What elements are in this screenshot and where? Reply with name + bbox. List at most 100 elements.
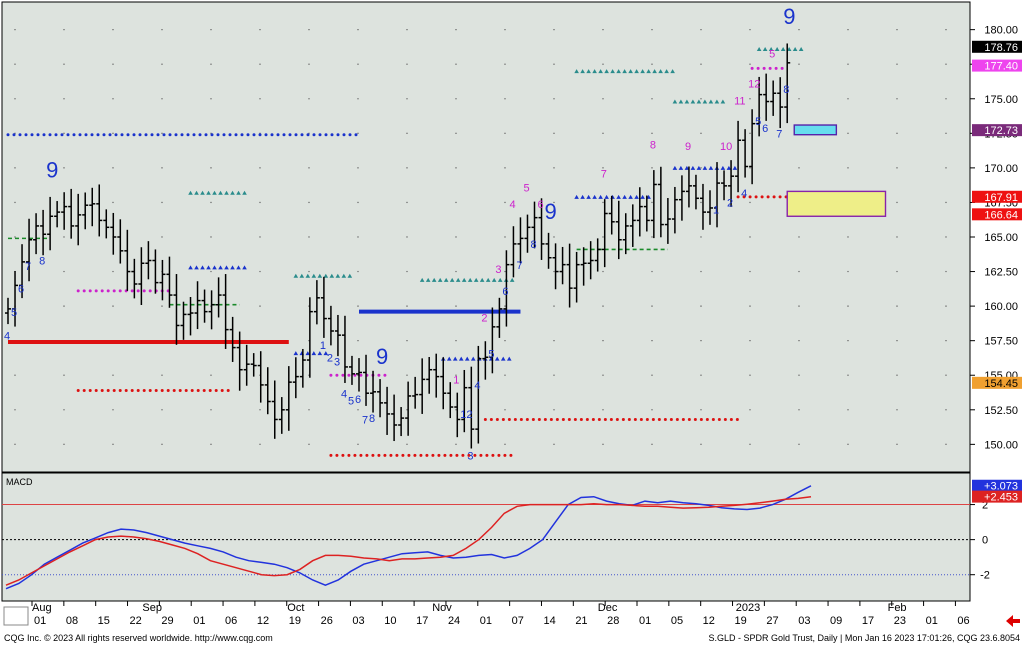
count-label: 4	[509, 199, 515, 211]
price-tag-label: 177.40	[984, 61, 1018, 73]
grid-dot	[553, 201, 555, 204]
grid-dot	[406, 167, 408, 169]
level-dot	[419, 453, 423, 457]
price-bar	[313, 280, 320, 325]
price-bar	[426, 356, 433, 394]
grid-dot	[161, 167, 163, 169]
level-triangle	[230, 265, 235, 270]
level-triangle	[449, 277, 455, 282]
level-triangle	[317, 273, 323, 278]
grid-dot	[749, 167, 751, 169]
grid-dot	[749, 132, 751, 135]
level-dot	[669, 417, 673, 421]
level-triangle	[218, 265, 223, 270]
zoom-box[interactable]	[3, 606, 29, 626]
grid-dot	[63, 167, 65, 169]
level-dot	[359, 453, 363, 457]
price-bar	[770, 80, 777, 116]
level-triangle	[580, 69, 585, 74]
level-triangle	[446, 356, 452, 361]
count-label: 4	[741, 188, 747, 200]
day-tick-label: 01	[34, 615, 46, 627]
grid-dot	[847, 28, 849, 31]
scroll-left-arrow-icon[interactable]	[1006, 615, 1020, 627]
level-triangle	[188, 265, 193, 270]
grid-dot	[406, 98, 408, 100]
grid-dot	[700, 305, 702, 307]
count-label: 9	[685, 141, 691, 153]
level-triangle	[194, 265, 199, 270]
day-tick-label: 10	[384, 615, 396, 627]
level-triangle	[586, 194, 591, 199]
count-label: 5	[755, 116, 761, 128]
level-triangle	[470, 356, 476, 361]
level-dot	[168, 133, 172, 137]
price-bar	[61, 192, 68, 230]
price-bar	[433, 353, 440, 398]
level-dot	[561, 417, 565, 421]
grid-dot	[161, 305, 163, 307]
grid-dot	[161, 236, 163, 238]
level-triangle	[574, 194, 579, 199]
price-bar	[299, 348, 306, 388]
price-bar	[138, 247, 145, 306]
level-dot	[507, 417, 511, 421]
grid-dot	[357, 270, 359, 273]
grid-dot	[455, 63, 457, 65]
price-bar	[503, 250, 510, 327]
price-bar	[257, 351, 264, 403]
level-dot	[130, 388, 134, 392]
price-tick-label: 165.00	[984, 232, 1018, 244]
grid-dot	[896, 236, 898, 238]
grid-dot	[406, 132, 408, 135]
level-dot	[198, 133, 202, 137]
level-triangle	[212, 190, 217, 195]
grid-dot	[602, 167, 604, 169]
level-dot	[288, 133, 292, 137]
level-dot	[348, 133, 352, 137]
grid-dot	[602, 98, 604, 100]
count-label: 1	[713, 205, 719, 217]
level-triangle	[242, 190, 247, 195]
level-dot	[162, 133, 166, 137]
count-label: 8	[39, 256, 45, 268]
macd-panel[interactable]	[1, 472, 971, 602]
level-dot	[276, 133, 280, 137]
grid-dot	[504, 167, 506, 169]
grid-dot	[406, 236, 408, 238]
price-panel[interactable]	[1, 1, 971, 473]
day-tick-label: 15	[98, 615, 110, 627]
price-bar	[601, 199, 608, 268]
count-label: 8	[531, 239, 537, 251]
level-dot	[555, 417, 559, 421]
grid-dot	[112, 409, 114, 411]
month-label: Feb	[888, 602, 907, 614]
grid-dot	[161, 63, 163, 65]
price-bar	[622, 213, 629, 255]
grid-dot	[308, 167, 310, 169]
grid-dot	[602, 270, 604, 273]
level-dot	[160, 388, 164, 392]
grid-dot	[259, 409, 261, 411]
price-bar	[784, 43, 791, 124]
level-dot	[567, 417, 571, 421]
level-dot	[633, 417, 637, 421]
level-dot	[359, 373, 363, 377]
level-dot	[258, 133, 262, 137]
level-triangle	[317, 351, 323, 356]
count-label: 9	[783, 4, 795, 29]
level-dot	[190, 388, 194, 392]
level-triangle	[672, 99, 678, 104]
grid-dot	[749, 98, 751, 100]
grid-dot	[455, 201, 457, 204]
count-label: 6	[502, 286, 508, 298]
level-dot	[186, 133, 190, 137]
level-dot	[455, 453, 459, 457]
count-label: 9	[545, 199, 557, 224]
price-bar	[68, 188, 75, 239]
price-tag-label: 167.91	[984, 192, 1018, 204]
grid-dot	[357, 305, 359, 307]
grid-dot	[161, 443, 163, 446]
grid-dot	[504, 339, 506, 342]
